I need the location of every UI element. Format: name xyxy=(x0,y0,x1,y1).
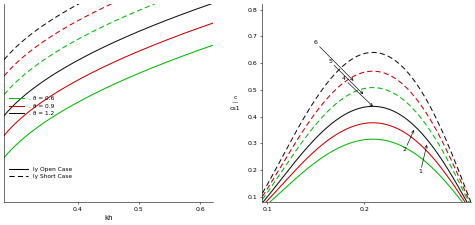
Text: 2: 2 xyxy=(403,130,414,152)
Legend: ly Open Case, ly Short Case: ly Open Case, ly Short Case xyxy=(9,167,72,180)
Text: 5: 5 xyxy=(328,59,363,94)
Text: 6: 6 xyxy=(314,40,353,80)
Text: 4: 4 xyxy=(342,76,372,106)
Y-axis label: c
—
cs1: c — cs1 xyxy=(230,95,240,111)
X-axis label: kh: kh xyxy=(104,215,113,221)
Text: 1: 1 xyxy=(418,145,428,174)
